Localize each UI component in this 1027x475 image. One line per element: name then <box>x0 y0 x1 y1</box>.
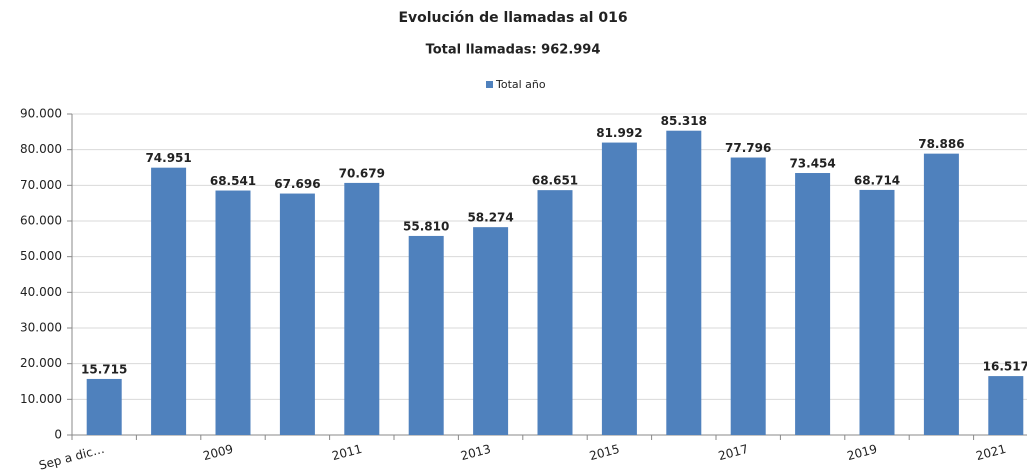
bar <box>344 182 380 435</box>
x-tick-label: 2009 <box>202 442 235 463</box>
data-label: 78.886 <box>918 137 964 151</box>
bar <box>473 227 509 435</box>
data-label: 73.454 <box>789 157 835 171</box>
data-label: 70.679 <box>339 166 385 180</box>
y-tick-label: 90.000 <box>20 107 62 121</box>
bar <box>795 173 831 435</box>
bar <box>279 193 315 435</box>
data-label: 55.810 <box>403 219 449 233</box>
data-label: 68.714 <box>854 173 900 187</box>
y-tick-label: 50.000 <box>20 249 62 263</box>
x-tick-label: 2021 <box>974 442 1007 463</box>
bar <box>86 378 122 435</box>
y-tick-label: 40.000 <box>20 285 62 299</box>
y-tick-label: 70.000 <box>20 178 62 192</box>
bar <box>923 153 959 435</box>
data-label: 77.796 <box>725 141 771 155</box>
data-label: 74.951 <box>145 151 191 165</box>
bar <box>408 235 444 435</box>
chart-title: Evolución de llamadas al 016 <box>398 10 627 26</box>
chart-subtitle: Total llamadas: 962.994 <box>426 43 601 58</box>
x-tick-label: 2019 <box>846 442 879 463</box>
y-tick-label: 30.000 <box>20 321 62 335</box>
legend-swatch <box>486 81 493 88</box>
y-tick-label: 10.000 <box>20 392 62 406</box>
x-tick-label: 2013 <box>459 442 492 463</box>
y-tick-label: 60.000 <box>20 214 62 228</box>
data-label: 15.715 <box>81 362 127 376</box>
legend-label: Total año <box>495 78 546 91</box>
bar <box>859 189 895 435</box>
x-tick-label: 2015 <box>588 442 621 463</box>
bar <box>151 167 187 435</box>
data-label: 85.318 <box>661 114 707 128</box>
y-tick-label: 80.000 <box>20 142 62 156</box>
data-label: 16.517 <box>983 360 1027 374</box>
data-label: 68.651 <box>532 174 578 188</box>
bar <box>215 190 251 435</box>
data-label: 81.992 <box>596 126 642 140</box>
x-tick-label: Sep a dic… <box>37 442 105 473</box>
x-tick-label: 2011 <box>330 442 363 463</box>
data-label: 68.541 <box>210 174 256 188</box>
data-label: 58.274 <box>467 211 513 225</box>
bar <box>537 190 573 435</box>
data-label: 67.696 <box>274 177 320 191</box>
x-tick-label: 2017 <box>717 442 750 463</box>
bar <box>666 130 702 435</box>
y-tick-label: 20.000 <box>20 356 62 370</box>
bar <box>730 157 766 436</box>
y-tick-label: 0 <box>54 428 62 442</box>
bar <box>601 142 637 435</box>
bar <box>988 376 1024 435</box>
